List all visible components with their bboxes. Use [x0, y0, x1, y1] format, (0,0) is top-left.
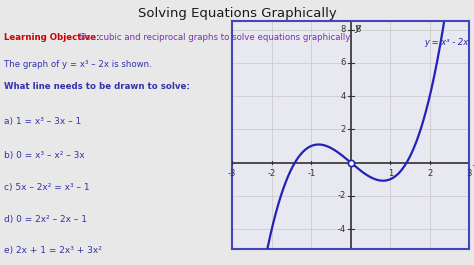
Text: c) 5x – 2x² = x³ – 1: c) 5x – 2x² = x³ – 1: [4, 183, 90, 192]
Text: 3: 3: [466, 169, 472, 178]
Text: 2: 2: [341, 125, 346, 134]
Text: -2: -2: [268, 169, 276, 178]
Text: 1: 1: [388, 169, 393, 178]
Text: Learning Objective:: Learning Objective:: [4, 33, 99, 42]
Text: d) 0 = 2x² – 2x – 1: d) 0 = 2x² – 2x – 1: [4, 215, 87, 224]
Text: y = x³ - 2x: y = x³ - 2x: [424, 38, 468, 47]
Text: a) 1 = x³ – 3x – 1: a) 1 = x³ – 3x – 1: [4, 117, 81, 126]
Text: What line needs to be drawn to solve:: What line needs to be drawn to solve:: [4, 82, 190, 91]
Text: Solving Equations Graphically: Solving Equations Graphically: [137, 7, 337, 20]
Text: Use cubic and reciprocal graphs to solve equations graphically.: Use cubic and reciprocal graphs to solve…: [77, 33, 352, 42]
Text: b) 0 = x³ – x² – 3x: b) 0 = x³ – x² – 3x: [4, 151, 84, 160]
Text: 8: 8: [356, 25, 361, 34]
Text: e) 2x + 1 = 2x³ + 3x²: e) 2x + 1 = 2x³ + 3x²: [4, 246, 101, 255]
Text: 6: 6: [341, 58, 346, 67]
Text: 2: 2: [427, 169, 432, 178]
Text: 8: 8: [341, 25, 346, 34]
Text: -3: -3: [228, 169, 237, 178]
Text: -1: -1: [307, 169, 315, 178]
Text: The graph of y = x³ – 2x is shown.: The graph of y = x³ – 2x is shown.: [4, 60, 152, 69]
Text: 4: 4: [341, 92, 346, 100]
Text: x: x: [473, 158, 474, 167]
Text: y: y: [355, 23, 361, 33]
Text: -2: -2: [338, 191, 346, 200]
Text: -4: -4: [338, 225, 346, 234]
